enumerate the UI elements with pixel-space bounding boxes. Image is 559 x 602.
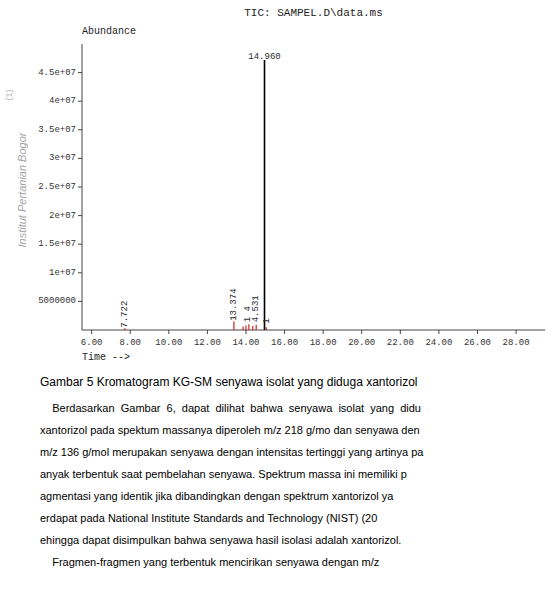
peak — [248, 324, 249, 330]
body-text: Fragmen-fragmen yang terbentuk mencirika… — [40, 556, 379, 568]
x-tick-label: 14.00 — [232, 338, 259, 348]
y-tick-label: 4.5e+07 — [38, 68, 76, 78]
y-tick — [78, 272, 82, 273]
x-tick-label: 26.00 — [464, 338, 491, 348]
annotations: 14.9607.72213.3741 44.5311 — [120, 52, 281, 328]
y-tick-label: 3e+07 — [49, 153, 76, 163]
x-tick-label: 22.00 — [387, 338, 414, 348]
y-tick-label: 1e+07 — [49, 268, 76, 278]
body-text: anyak terbentuk saat pembelahan senyawa.… — [40, 468, 407, 480]
body-text: ehingga dapat disimpulkan bahwa senyawa … — [40, 534, 401, 546]
x-tick — [361, 330, 362, 334]
body-text: xantorizol pada spektum massanya diperol… — [40, 424, 420, 436]
x-tick — [245, 330, 246, 334]
watermark: (1) — [4, 89, 14, 100]
caption: Gambar 5 Kromatogram KG-SM senyawa isola… — [40, 375, 418, 389]
body-text: m/z 136 g/mol merupakan senyawa dengan i… — [40, 446, 424, 458]
watermark: Institut Pertanian Bogor — [16, 131, 28, 247]
marks — [125, 60, 266, 330]
x-tick — [207, 330, 208, 334]
y-axis-label: Abundance — [82, 26, 136, 37]
x-tick-label: 18.00 — [310, 338, 337, 348]
y-tick-label: 2e+07 — [49, 211, 76, 221]
y-tick — [78, 301, 82, 302]
y-tick — [78, 158, 82, 159]
body-text: Berdasarkan Gambar 6, dapat dilihat bahw… — [40, 402, 421, 414]
x-tick — [130, 330, 131, 334]
peak — [252, 326, 253, 330]
peak-label: 1 — [262, 318, 272, 323]
x-tick — [438, 330, 439, 334]
x-tick-label: 28.00 — [503, 338, 530, 348]
y-tick-label: 2.5e+07 — [38, 182, 76, 192]
peak — [245, 325, 246, 330]
y-tick — [78, 129, 82, 130]
chart: TIC: SAMPEL.D\data.ms Abundance Time --> 50… — [0, 0, 559, 602]
x-tick — [284, 330, 285, 334]
peak-label: 7.722 — [120, 301, 130, 328]
body-text: agmentasi yang identik jika dibandingkan… — [40, 490, 394, 502]
x-axis-label: Time --> — [82, 352, 130, 363]
y-tick — [78, 215, 82, 216]
y-tick — [78, 72, 82, 73]
y-tick-label: 4e+07 — [49, 96, 76, 106]
peak — [242, 327, 243, 330]
x-tick-label: 8.00 — [119, 338, 141, 348]
x-tick-label: 16.00 — [271, 338, 298, 348]
peak — [266, 327, 267, 330]
x-tick-label: 20.00 — [348, 338, 375, 348]
x-tick — [516, 330, 517, 334]
y-tick-label: 1.5e+07 — [38, 239, 76, 249]
x-tick — [91, 330, 92, 334]
y-tick-label: 3.5e+07 — [38, 125, 76, 135]
x-tick-label: 24.00 — [425, 338, 452, 348]
x-tick-label: 6.00 — [81, 338, 103, 348]
peak — [233, 321, 234, 330]
y-tick — [78, 187, 82, 188]
y-tick — [78, 244, 82, 245]
x-tick — [477, 330, 478, 334]
x-tick-label: 10.00 — [155, 338, 182, 348]
x-tick — [400, 330, 401, 334]
peak-label: 13.374 — [229, 288, 239, 320]
body-text: erdapat pada National Institute Standard… — [40, 512, 377, 524]
peak — [264, 60, 266, 330]
title: TIC: SAMPEL.D\data.ms — [244, 7, 383, 19]
peak-label: 4.531 — [251, 295, 261, 322]
x-tick-label: 12.00 — [194, 338, 221, 348]
x-axis — [82, 330, 545, 331]
peak — [256, 325, 257, 330]
y-tick — [78, 101, 82, 102]
y-tick-label: 5000000 — [38, 296, 76, 306]
peak-label: 14.960 — [248, 52, 280, 62]
x-tick — [323, 330, 324, 334]
x-tick — [168, 330, 169, 334]
